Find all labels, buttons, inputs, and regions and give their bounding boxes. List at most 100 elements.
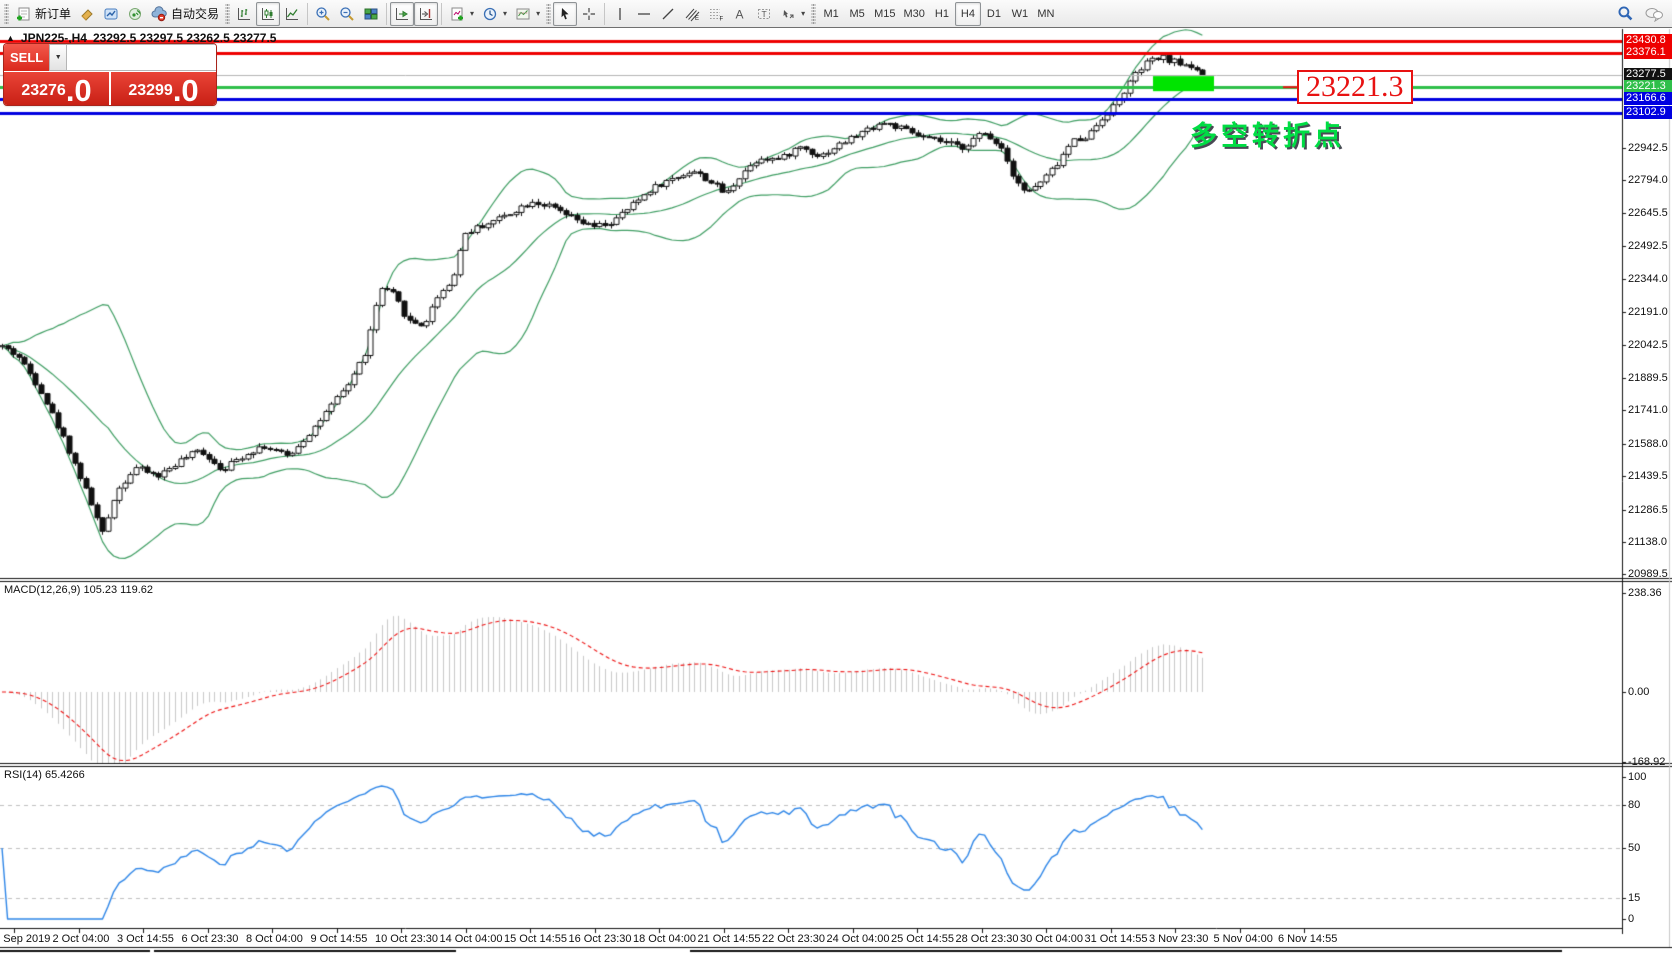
- price-level-badge: 23102.9: [1624, 106, 1672, 119]
- indicators-button[interactable]: ▾: [445, 2, 478, 26]
- arrows-button[interactable]: ▾: [776, 2, 809, 26]
- rsi-tick-label: 100: [1628, 771, 1647, 783]
- price-callout-label[interactable]: 23221.3: [1297, 70, 1413, 104]
- timeframe-h4-button[interactable]: H4: [954, 1, 981, 26]
- timeframe-w1-button[interactable]: W1: [1007, 2, 1033, 26]
- eraser-button[interactable]: [75, 2, 99, 26]
- crosshair-button[interactable]: [577, 2, 601, 26]
- crosshair-icon: [583, 7, 596, 20]
- rsi-tick-label: 50: [1628, 842, 1641, 854]
- rsi-pane-title: RSI(14) 65.4266: [4, 769, 85, 781]
- date-tick-label: 28 Oct 23:30: [955, 933, 1019, 945]
- fibonacci-button[interactable]: F: [704, 2, 728, 26]
- bar-chart-button[interactable]: [232, 2, 256, 26]
- vertical-line-button[interactable]: [608, 2, 632, 26]
- text-label-button[interactable]: T: [752, 2, 776, 26]
- macd-tick-label: 238.36: [1628, 586, 1662, 599]
- timeframe-h1-button[interactable]: H1: [929, 2, 955, 26]
- buy-price-main: 23299: [128, 82, 173, 99]
- toolbar-grip[interactable]: [225, 3, 231, 24]
- signals-icon: [129, 7, 142, 20]
- price-tick-label: 21889.5: [1628, 371, 1668, 384]
- date-tick-label: 2 Oct 04:00: [52, 933, 110, 945]
- date-tick-label: 30 Sep 2019: [0, 933, 51, 945]
- date-tick-label: 6 Nov 14:55: [1278, 933, 1338, 945]
- date-tick-label: 15 Oct 14:55: [504, 933, 567, 945]
- zoom-in-button[interactable]: [311, 2, 335, 26]
- macd-pane-title: MACD(12,26,9) 105.23 119.62: [4, 584, 153, 596]
- vertical-line-icon: [619, 7, 621, 20]
- horizontal-line-icon: [638, 12, 651, 15]
- turning-point-annotation[interactable]: 多空转折点: [1190, 121, 1345, 151]
- zoom-out-button[interactable]: [335, 2, 359, 26]
- dropdown-caret-icon: ▾: [470, 9, 475, 18]
- chat-icon[interactable]: [1644, 6, 1664, 22]
- date-tick-label: 9 Oct 14:55: [310, 933, 368, 945]
- svg-text:A: A: [736, 7, 744, 21]
- one-click-trading-panel: SELL ▼ ▲ BUY 23276 .0 23299 .0: [4, 44, 216, 105]
- toolbar-grip[interactable]: [4, 3, 9, 24]
- timeframe-m30-button[interactable]: M30: [900, 2, 929, 26]
- toolbar-grip[interactable]: [811, 3, 817, 24]
- sell-price-display[interactable]: 23276 .0: [4, 72, 109, 105]
- price-level-badge: 23430.8: [1624, 34, 1672, 48]
- price-tick-label: 21588.0: [1628, 437, 1668, 450]
- cursor-button[interactable]: [553, 1, 578, 26]
- templates-button[interactable]: ▾: [511, 2, 544, 26]
- timeframe-group: M1 M5 M15 M30 H1 H4 D1 W1 MN: [818, 1, 1059, 26]
- timeframe-m1-button[interactable]: M1: [818, 2, 844, 26]
- tile-windows-button[interactable]: [359, 2, 383, 26]
- date-tick-label: 6 Oct 23:30: [181, 933, 239, 945]
- timeframe-m15-button[interactable]: M15: [870, 2, 899, 26]
- sell-button[interactable]: SELL: [4, 44, 50, 71]
- svg-text:T: T: [762, 9, 767, 19]
- macd-tick-label: 0.00: [1628, 686, 1650, 698]
- line-chart-button[interactable]: [280, 2, 304, 26]
- dropdown-caret-icon: ▾: [801, 9, 806, 18]
- text-button[interactable]: A: [728, 2, 752, 26]
- date-tick-label: 14 Oct 04:00: [439, 933, 503, 945]
- charts-window-button[interactable]: [99, 2, 123, 26]
- rsi-tick-label: 0: [1628, 913, 1635, 925]
- svg-text:E: E: [695, 16, 699, 22]
- toolbar-grip[interactable]: [546, 3, 552, 24]
- volume-decrease-button[interactable]: ▼: [49, 44, 68, 71]
- price-level-badge: 23376.1: [1624, 46, 1672, 60]
- timeframe-m5-button[interactable]: M5: [844, 2, 870, 26]
- date-tick-label: 30 Oct 04:00: [1020, 933, 1083, 945]
- autotrading-button[interactable]: 自动交易: [147, 2, 223, 26]
- date-tick-label: 5 Nov 04:00: [1213, 933, 1273, 945]
- rsi-tick-label: 15: [1628, 891, 1641, 904]
- timeframe-mn-button[interactable]: MN: [1033, 2, 1059, 26]
- price-tick-label: 22645.5: [1628, 206, 1668, 219]
- new-order-button[interactable]: 新订单: [11, 2, 75, 26]
- horizontal-line-button[interactable]: [632, 2, 656, 26]
- auto-scroll-button[interactable]: [390, 1, 415, 26]
- symbol-timeframe-label: JPN225-,H4: [20, 31, 87, 45]
- search-icon[interactable]: [1617, 5, 1634, 22]
- text-label-icon: T: [758, 8, 771, 19]
- date-tick-label: 16 Oct 23:30: [568, 933, 632, 945]
- signals-button[interactable]: [123, 2, 147, 26]
- price-level-badge: 23221.3: [1624, 80, 1672, 94]
- buy-price-display[interactable]: 23299 .0: [111, 72, 216, 105]
- arrows-icon: [783, 9, 794, 18]
- tile-windows-icon: [364, 8, 378, 19]
- volume-input[interactable]: [67, 44, 216, 71]
- auto-scroll-icon: [396, 7, 409, 20]
- buy-price-frac: .0: [172, 73, 199, 105]
- equidistant-channel-button[interactable]: E: [680, 2, 704, 26]
- trendline-button[interactable]: [656, 2, 680, 26]
- indicators-icon: [451, 7, 464, 20]
- timeframe-d1-button[interactable]: D1: [981, 2, 1007, 26]
- collapse-triangle-icon[interactable]: ▲: [6, 33, 15, 43]
- price-tick-label: 22191.0: [1628, 306, 1668, 319]
- text-icon: A: [736, 7, 744, 21]
- sell-price-frac: .0: [65, 73, 92, 105]
- fibonacci-icon: F: [710, 8, 724, 22]
- periods-button[interactable]: ▾: [478, 2, 511, 26]
- candlestick-chart-button[interactable]: [256, 1, 281, 26]
- chart-shift-button[interactable]: [414, 1, 439, 26]
- rsi-tick-label: 80: [1628, 799, 1641, 812]
